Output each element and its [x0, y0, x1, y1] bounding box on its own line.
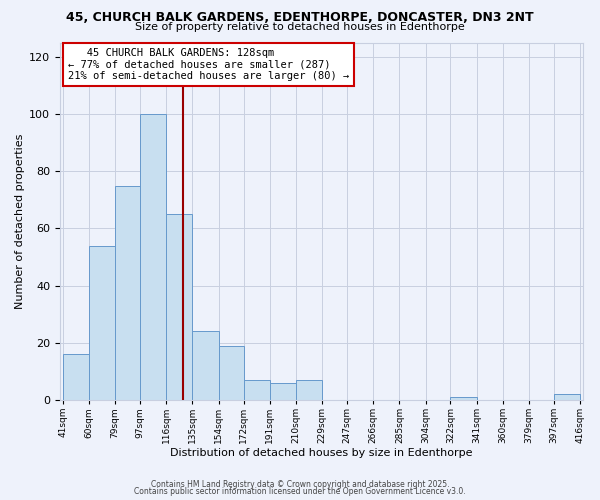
Text: 45 CHURCH BALK GARDENS: 128sqm
← 77% of detached houses are smaller (287)
21% of: 45 CHURCH BALK GARDENS: 128sqm ← 77% of …	[68, 48, 349, 81]
Bar	[244, 380, 270, 400]
Bar	[166, 214, 193, 400]
Bar	[193, 332, 218, 400]
Bar	[554, 394, 580, 400]
Bar	[451, 397, 477, 400]
Bar	[115, 186, 140, 400]
Bar	[554, 394, 580, 400]
X-axis label: Distribution of detached houses by size in Edenthorpe: Distribution of detached houses by size …	[170, 448, 473, 458]
Bar	[218, 346, 244, 400]
Bar	[89, 246, 115, 400]
Bar	[296, 380, 322, 400]
Text: 45, CHURCH BALK GARDENS, EDENTHORPE, DONCASTER, DN3 2NT: 45, CHURCH BALK GARDENS, EDENTHORPE, DON…	[66, 11, 534, 24]
Bar	[270, 383, 296, 400]
Y-axis label: Number of detached properties: Number of detached properties	[15, 134, 25, 309]
Bar	[63, 354, 89, 400]
Text: Size of property relative to detached houses in Edenthorpe: Size of property relative to detached ho…	[135, 22, 465, 32]
Bar	[140, 114, 166, 400]
Text: Contains HM Land Registry data © Crown copyright and database right 2025.: Contains HM Land Registry data © Crown c…	[151, 480, 449, 489]
Text: Contains public sector information licensed under the Open Government Licence v3: Contains public sector information licen…	[134, 487, 466, 496]
